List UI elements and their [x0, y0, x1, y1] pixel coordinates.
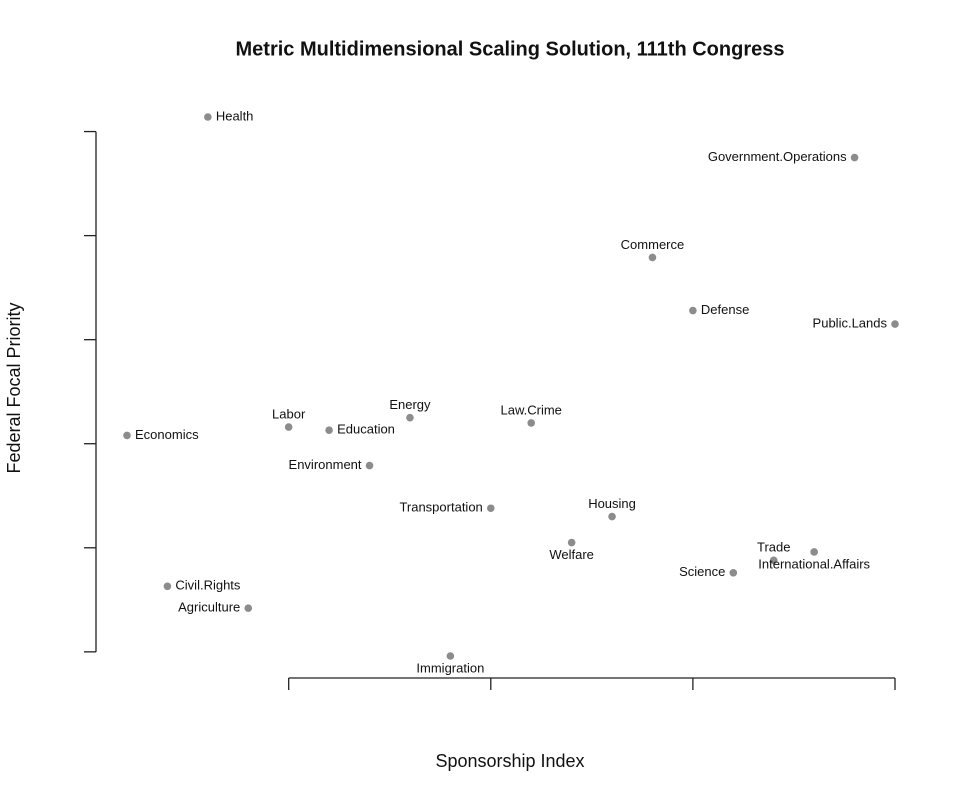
- point: [204, 113, 212, 121]
- point: [486, 504, 495, 513]
- point-label: Environment: [289, 457, 362, 472]
- point-label: Health: [216, 108, 254, 123]
- point: [810, 548, 818, 556]
- point-label: Transportation: [399, 500, 482, 515]
- point: [729, 568, 738, 577]
- point-label: Welfare: [549, 547, 594, 562]
- point-label: Immigration: [416, 660, 484, 675]
- point: [284, 423, 293, 431]
- point-label: Housing: [588, 496, 636, 511]
- point: [123, 431, 131, 440]
- point-label: Science: [679, 564, 725, 579]
- point: [163, 582, 172, 591]
- point-label: Defense: [701, 302, 749, 317]
- point: [325, 426, 333, 435]
- point-label: Labor: [272, 407, 306, 422]
- point: [608, 512, 616, 521]
- point-label: Trade: [757, 540, 790, 555]
- point-label: Commerce: [621, 237, 685, 252]
- point-label: Energy: [389, 397, 431, 412]
- point-label: Civil.Rights: [175, 578, 241, 593]
- y-axis-label: Federal Focal Priority: [4, 302, 24, 473]
- point-label: Economics: [135, 427, 199, 442]
- point-label: Government.Operations: [708, 149, 847, 164]
- point: [406, 413, 414, 422]
- point: [446, 652, 455, 660]
- point: [365, 461, 374, 470]
- point: [648, 253, 657, 262]
- point-label: Law.Crime: [500, 402, 561, 417]
- point-label: Public.Lands: [813, 316, 888, 331]
- point: [244, 604, 253, 612]
- point: [850, 153, 859, 162]
- point: [527, 419, 536, 427]
- point-label: International.Affairs: [758, 556, 870, 571]
- point: [689, 306, 697, 315]
- point-label: Agriculture: [178, 600, 240, 615]
- point: [769, 556, 778, 565]
- x-axis-label: Sponsorship Index: [435, 751, 584, 771]
- point: [567, 538, 576, 547]
- chart-title: Metric Multidimensional Scaling Solution…: [236, 38, 785, 60]
- point-label: Education: [337, 422, 395, 437]
- point: [891, 320, 899, 328]
